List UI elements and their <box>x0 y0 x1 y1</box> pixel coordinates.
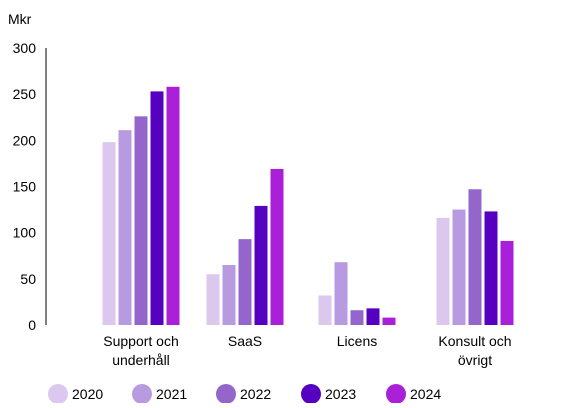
y-axis-label: Mkr <box>8 11 32 27</box>
bar <box>206 274 220 325</box>
y-tick-label: 200 <box>13 132 37 148</box>
legend-swatch <box>386 384 406 404</box>
bar <box>500 240 514 325</box>
y-tick-label: 50 <box>20 271 36 287</box>
x-category-label: Support och <box>103 333 179 349</box>
legend: 2020 2021 2022 2023 2024 <box>48 384 441 404</box>
bar <box>366 308 380 325</box>
bar <box>484 211 498 325</box>
legend-swatch <box>216 384 236 404</box>
x-category-label: Konsult och <box>438 333 511 349</box>
bars <box>102 86 514 326</box>
bar <box>166 86 180 325</box>
legend-swatch <box>48 384 68 404</box>
y-tick-label: 300 <box>13 40 37 56</box>
bar <box>436 217 450 325</box>
y-tick-label: 250 <box>13 86 37 102</box>
legend-label: 2020 <box>72 386 103 402</box>
x-category-label: SaaS <box>228 333 262 349</box>
legend-swatch <box>132 384 152 404</box>
bar <box>270 168 284 325</box>
legend-label: 2023 <box>325 386 356 402</box>
bar <box>102 142 116 325</box>
bar <box>134 116 148 326</box>
bar <box>468 189 482 325</box>
y-tick-label: 100 <box>13 225 37 241</box>
bar <box>222 264 236 325</box>
bar <box>452 209 466 325</box>
bar <box>254 205 268 325</box>
y-tick-label: 150 <box>13 179 37 195</box>
bar <box>382 317 396 325</box>
legend-label: 2024 <box>410 386 441 402</box>
y-axis-ticks: 0 50 100 150 200 250 300 <box>13 40 37 333</box>
legend-label: 2021 <box>156 386 187 402</box>
x-axis-labels: Support och underhåll SaaS Licens Konsult oc… <box>103 333 511 368</box>
bar <box>350 310 364 325</box>
bar <box>334 262 348 325</box>
x-category-label: Licens <box>337 333 377 349</box>
bar <box>318 295 332 325</box>
legend-swatch <box>301 384 321 404</box>
bar <box>150 91 164 325</box>
legend-label: 2022 <box>240 386 271 402</box>
x-category-label: övrigt <box>458 352 492 368</box>
bar <box>238 239 252 325</box>
y-tick-label: 0 <box>28 317 36 333</box>
x-category-label: underhåll <box>112 352 170 368</box>
bar <box>118 130 132 325</box>
